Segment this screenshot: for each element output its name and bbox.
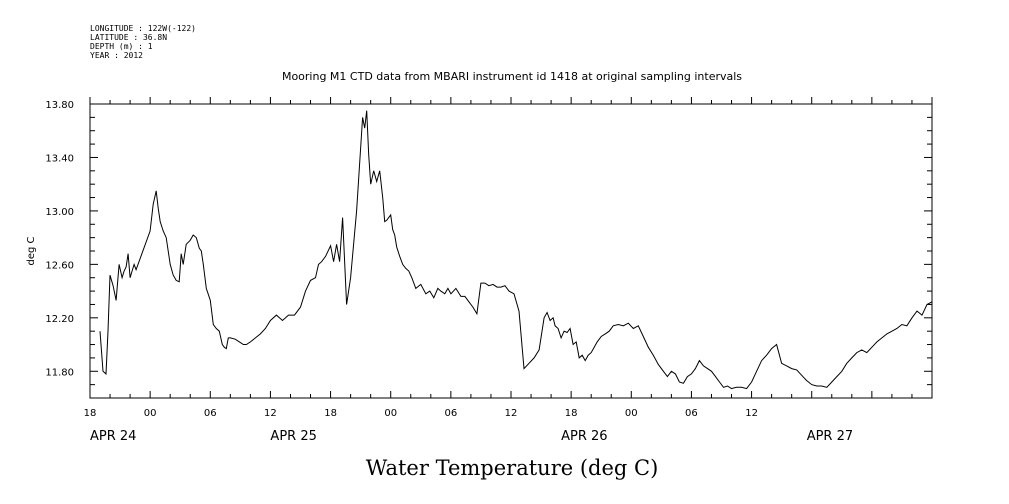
- x-tick-label: 06: [204, 408, 217, 419]
- x-tick-label: 18: [565, 408, 578, 419]
- y-tick-labels: 11.80 12.20 12.60 13.00 13.40 13.80: [45, 100, 74, 378]
- plot-frame: [89, 103, 933, 399]
- y-tick-label: 13.80: [45, 100, 74, 111]
- x-tick-label: 06: [685, 408, 698, 419]
- x-tick-label: 12: [745, 408, 758, 419]
- y-axis-label: deg C: [26, 236, 37, 265]
- x-tick-label: 18: [84, 408, 97, 419]
- meta-depth: DEPTH (m) : 1: [90, 42, 153, 51]
- date-label: APR 24: [90, 429, 136, 444]
- y-tick-label: 11.80: [45, 367, 74, 378]
- y-tick-label: 13.00: [45, 207, 74, 218]
- meta-latitude: LATITUDE : 36.8N: [90, 33, 167, 42]
- x-tick-label: 00: [144, 408, 157, 419]
- chart-title: Mooring M1 CTD data from MBARI instrumen…: [282, 70, 742, 83]
- x-tick-labels: 18 00 06 12 18 00 06 12 18 00 06 12: [84, 408, 758, 419]
- x-tick-label: 12: [264, 408, 277, 419]
- x-tick-label: 06: [444, 408, 457, 419]
- meta-longitude: LONGITUDE : 122W(-122): [90, 24, 196, 33]
- x-tick-label: 00: [384, 408, 397, 419]
- tick-marks: [89, 97, 933, 399]
- series-line-water-temperature: [99, 110, 933, 390]
- date-label: APR 26: [561, 429, 607, 444]
- x-tick-label: 12: [505, 408, 518, 419]
- y-tick-label: 13.40: [45, 153, 74, 164]
- y-tick-label: 12.60: [45, 260, 74, 271]
- metadata-block: LONGITUDE : 122W(-122) LATITUDE : 36.8N …: [90, 24, 196, 60]
- date-label: APR 27: [807, 429, 853, 444]
- date-label: APR 25: [270, 429, 316, 444]
- y-tick-label: 12.20: [45, 314, 74, 325]
- x-tick-label: 00: [625, 408, 638, 419]
- date-labels: APR 24 APR 25 APR 26 APR 27: [90, 429, 853, 444]
- meta-year: YEAR : 2012: [90, 51, 143, 60]
- x-tick-label: 18: [324, 408, 337, 419]
- x-axis-title: Water Temperature (deg C): [366, 456, 659, 480]
